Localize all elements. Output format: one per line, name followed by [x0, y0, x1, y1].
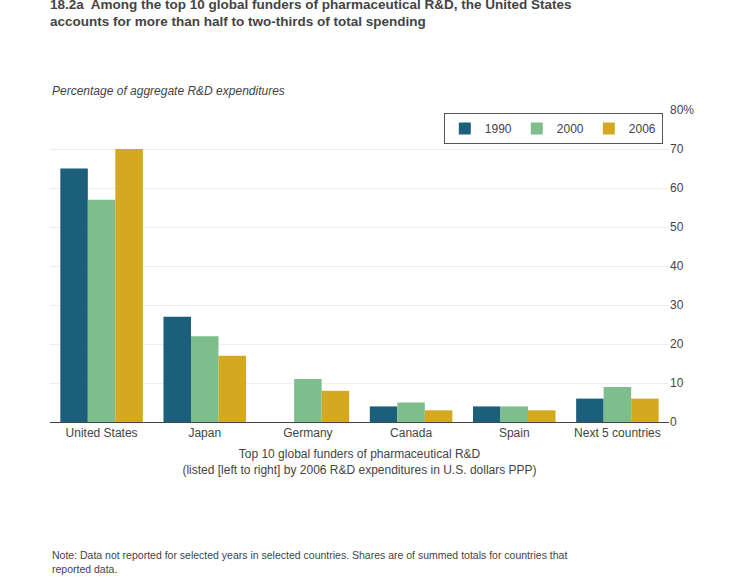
svg-text:Spain: Spain	[499, 426, 530, 440]
svg-text:Japan: Japan	[188, 426, 221, 440]
svg-text:70: 70	[670, 142, 684, 156]
svg-text:50: 50	[670, 220, 684, 234]
svg-text:18.2a Among the top 10 global: 18.2a Among the top 10 global funders of…	[50, 0, 572, 29]
svg-text:0: 0	[670, 415, 677, 429]
svg-text:40: 40	[670, 259, 684, 273]
svg-text:2006: 2006	[629, 122, 656, 136]
svg-text:Top 10 global funders of pharm: Top 10 global funders of pharmaceutical …	[182, 447, 536, 477]
svg-text:20: 20	[670, 337, 684, 351]
svg-text:60: 60	[670, 181, 684, 195]
svg-text:80%: 80%	[670, 103, 694, 117]
svg-text:30: 30	[670, 298, 684, 312]
svg-text:Next 5 countries: Next 5 countries	[574, 426, 661, 440]
svg-text:10: 10	[670, 376, 684, 390]
svg-text:2000: 2000	[557, 122, 584, 136]
svg-text:Germany: Germany	[283, 426, 332, 440]
svg-text:Note: Data not reported for se: Note: Data not reported for selected yea…	[52, 549, 567, 575]
svg-text:Canada: Canada	[390, 426, 432, 440]
svg-text:United States: United States	[66, 426, 138, 440]
svg-text:1990: 1990	[485, 122, 512, 136]
svg-text:Percentage of aggregate R&D ex: Percentage of aggregate R&D expenditures	[52, 84, 285, 98]
